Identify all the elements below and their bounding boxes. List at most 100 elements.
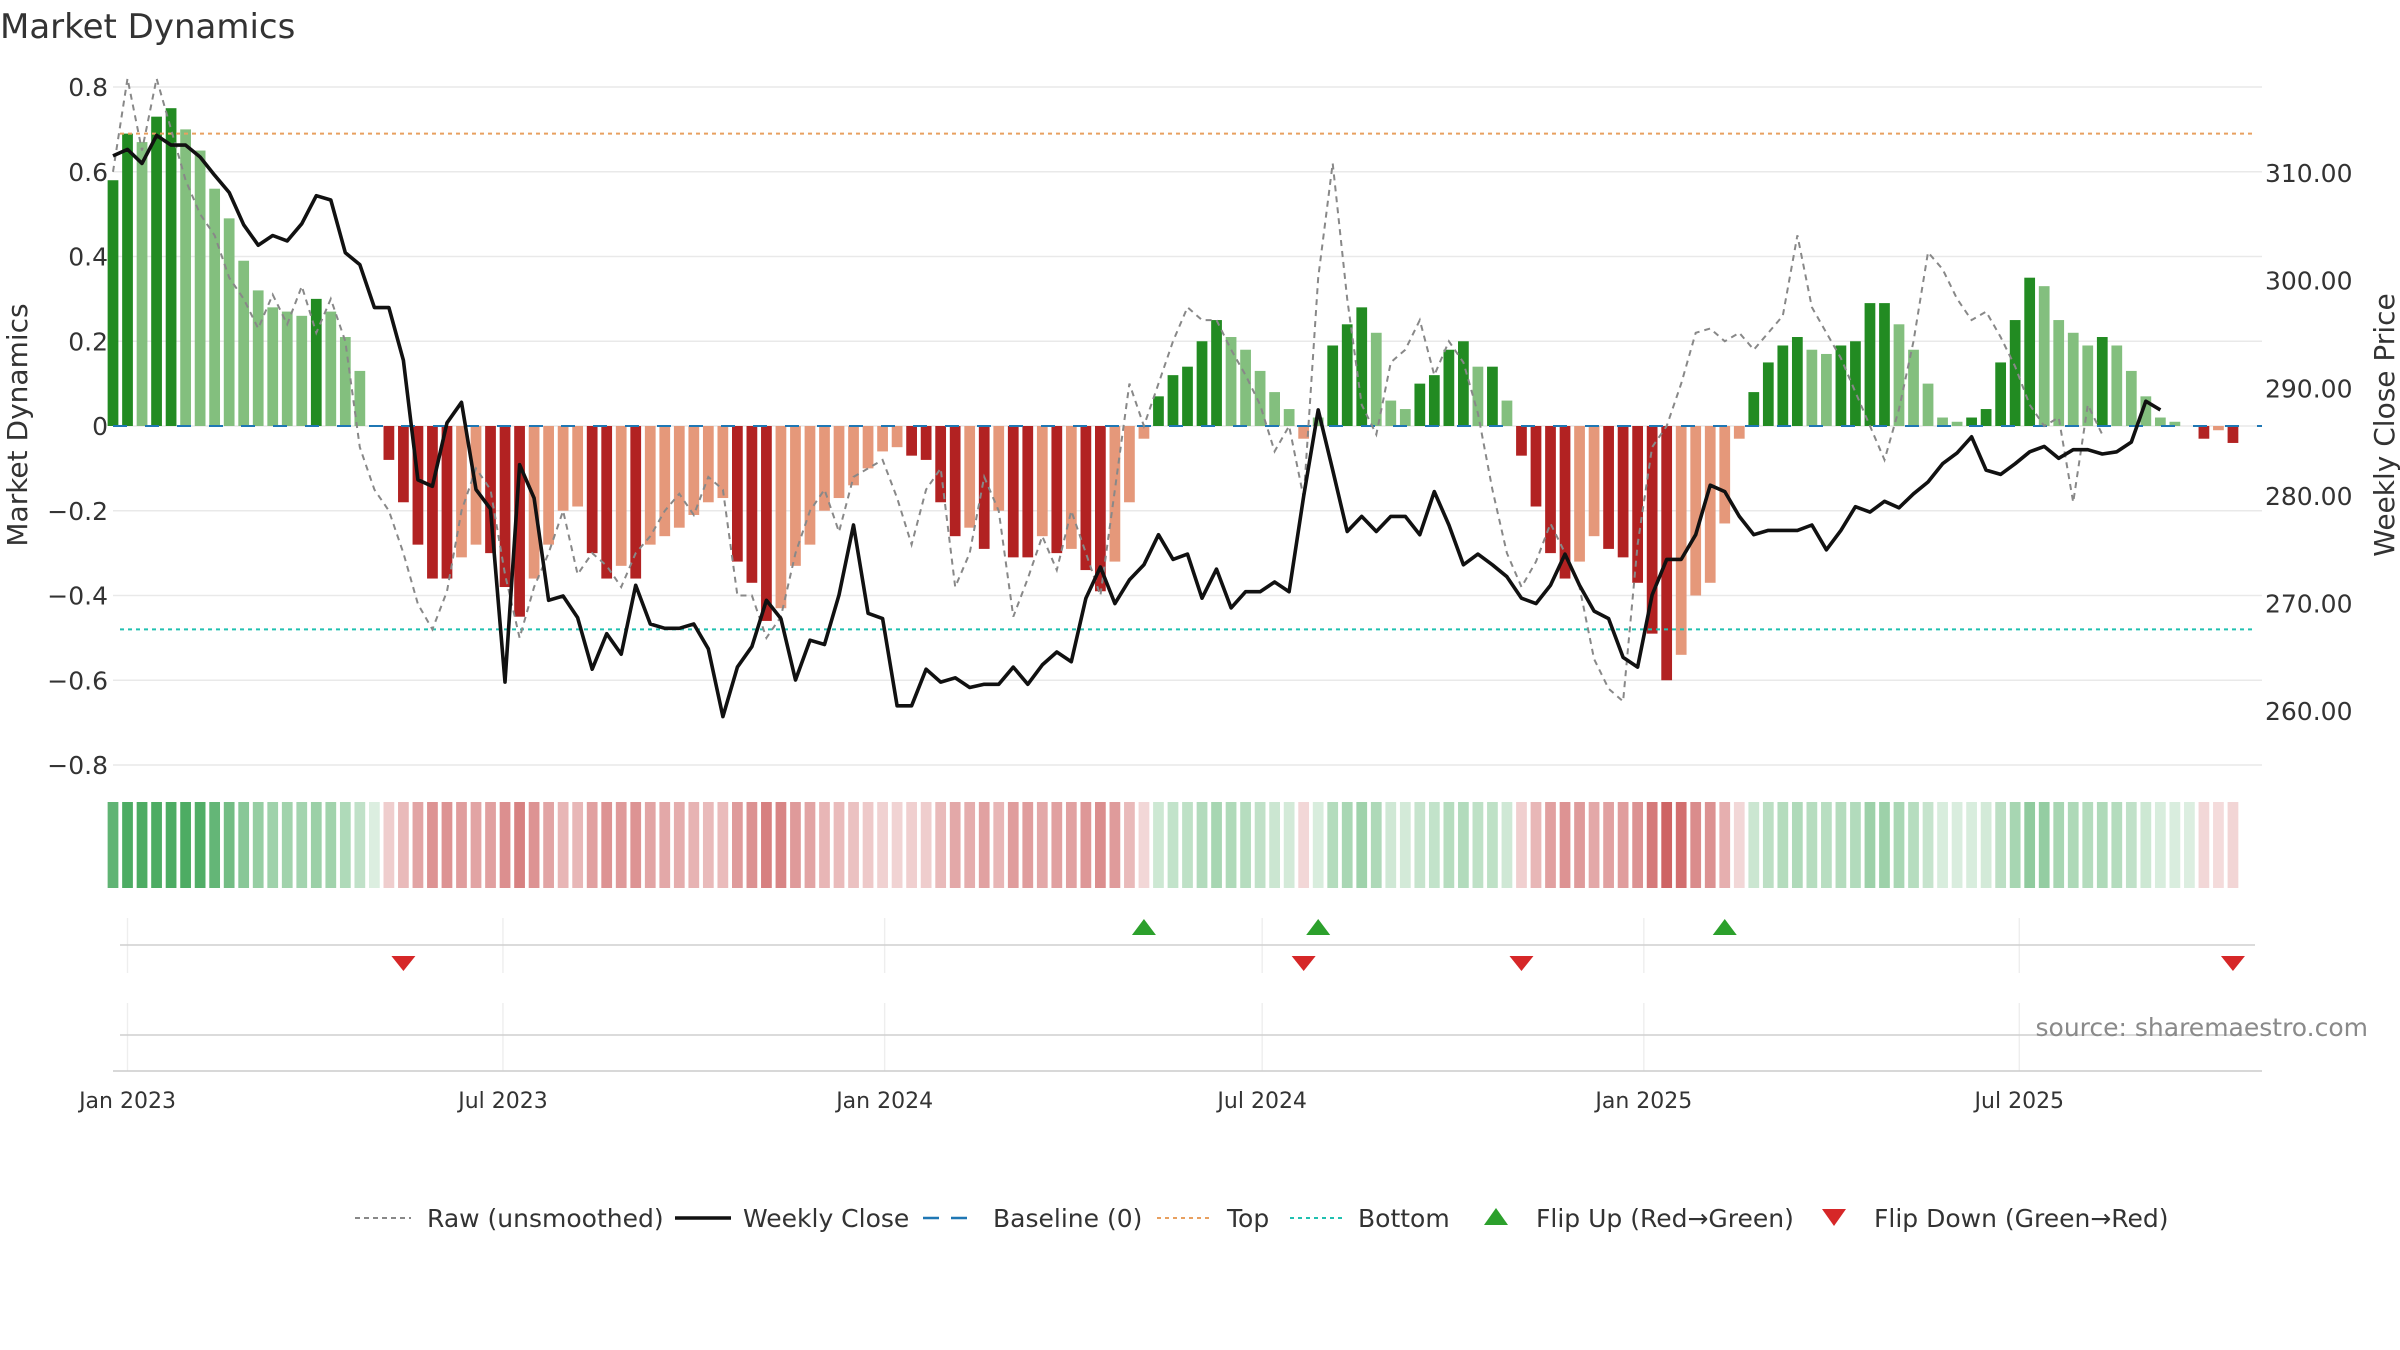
bar-positive [1995,362,2007,426]
bar-negative [906,426,917,456]
bar-positive [1501,400,1513,426]
bar-negative [790,426,801,566]
legend-label-top: Top [1226,1204,1269,1233]
bar-negative [1675,426,1687,655]
strip-cell [993,802,1005,888]
flip-down-marker [1291,956,1316,971]
strip-cell [819,802,830,888]
legend: Raw (unsmoothed) Weekly Close Baseline (0)… [355,1204,2169,1233]
bar-negative [615,426,627,566]
strip-cell [1065,802,1077,888]
bar-positive [1864,303,1876,426]
bar-positive [1951,421,1963,426]
strip-cell [1138,802,1150,888]
strip-cell [1356,802,1368,888]
strip-cell [1588,802,1600,888]
color-strip-panel [107,802,2239,888]
y-tick-label-right: 300.00 [2265,267,2352,296]
bar-negative [2198,426,2210,439]
legend-label-close: Weekly Close [743,1204,909,1233]
strip-cell [1240,802,1251,888]
bar-positive [238,260,250,426]
strip-cell [383,802,395,888]
strip-cell [1007,802,1019,888]
bar-negative [673,426,685,528]
flip-up-marker [1131,919,1156,935]
y-axis-left-label: Market Dynamics [1,303,34,546]
strip-cell [1109,802,1121,888]
strip-cell [441,802,453,888]
bar-positive [1791,337,1803,426]
strip-cell [2227,802,2239,888]
bar-positive [1428,375,1440,426]
strip-cell [702,802,714,888]
bar-positive [2024,277,2036,426]
strip-cell [1501,802,1513,888]
bar-positive [2096,337,2108,426]
x-tick-label: Jan 2023 [77,1089,176,1114]
bar-positive [1806,349,1818,426]
strip-cell [1124,802,1135,888]
strip-cell [2154,802,2166,888]
bar-negative [499,426,511,588]
bar-negative [1632,426,1644,583]
strip-cell [1559,802,1571,888]
strip-cell [1051,802,1063,888]
strip-cell [2125,802,2137,888]
strip-cell [2053,802,2065,888]
strip-cell [1211,802,1222,888]
strip-cell [1545,802,1556,888]
bar-positive [1312,417,1324,426]
strip-cell [2038,802,2050,888]
strip-cell [107,802,119,888]
x-tick-label: Jul 2024 [1215,1089,1307,1114]
bar-negative [920,426,932,460]
strip-cell [1966,802,1977,888]
bar-negative [441,426,453,579]
strip-cell [1385,802,1397,888]
bar-negative [978,426,990,549]
flip-down-marker [1509,956,1534,971]
strip-cell [499,802,511,888]
strip-cell [2111,802,2123,888]
strip-cell [761,802,772,888]
bar-negative [1516,426,1527,456]
strip-cell [427,802,438,888]
strip-cell [310,802,322,888]
strip-cell [804,802,816,888]
bar-positive [2169,421,2181,426]
bar-positive [1211,320,1222,426]
reference-lines [113,132,2262,631]
bar-positive [1240,349,1251,426]
strip-cell [848,802,859,888]
bar-negative [1603,426,1614,549]
bar-negative [398,426,409,503]
bar-negative [1298,426,1310,439]
bar-negative [383,426,395,460]
bar-negative [1036,426,1048,537]
strip-cell [1806,802,1818,888]
strip-cell [1399,802,1411,888]
legend-label-bottom: Bottom [1358,1204,1450,1233]
strip-cell [151,802,162,888]
bar-negative [891,426,903,448]
y-tick-label-left: 0.4 [68,243,108,272]
bar-negative [2227,426,2239,443]
strip-cell [354,802,366,888]
strip-cell [935,802,947,888]
strip-cell [2024,802,2036,888]
bar-negative [514,426,525,617]
strip-cell [746,802,758,888]
legend-label-raw: Raw (unsmoothed) [427,1204,664,1233]
strip-cell [1704,802,1716,888]
bar-negative [1733,426,1745,439]
bar-positive [1414,383,1426,426]
strip-cell [673,802,685,888]
bar-negative [456,426,467,558]
raw-series-line [112,78,2104,704]
bar-positive [1283,409,1295,426]
strip-cell [775,802,787,888]
bar-negative [412,426,424,545]
bar-negative [630,426,642,579]
